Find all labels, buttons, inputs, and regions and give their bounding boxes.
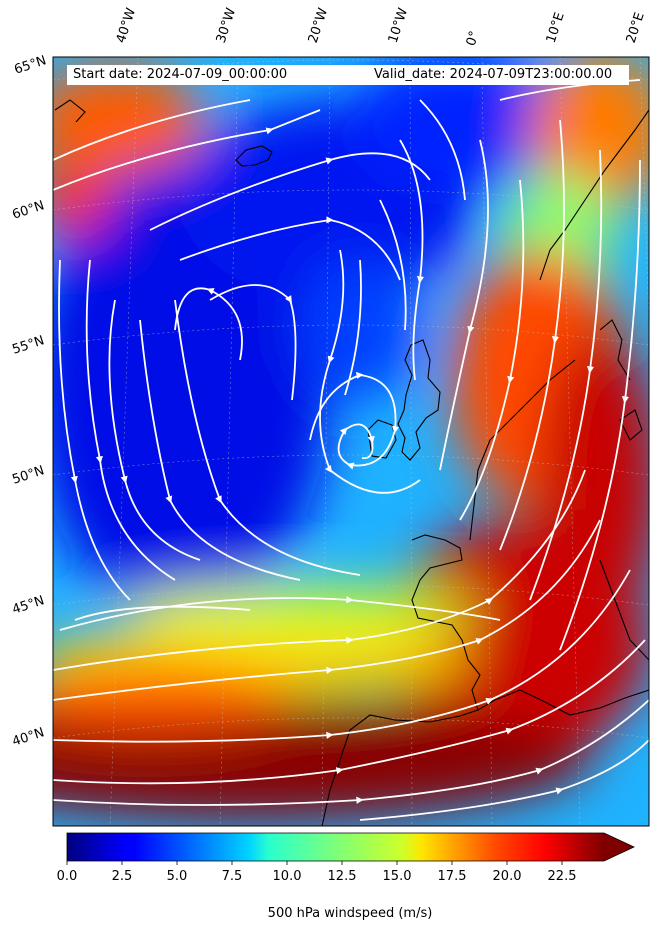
- streamline: [74, 605, 251, 621]
- colorbar-tick-label: 22.5: [547, 869, 577, 884]
- streamline: [53, 469, 586, 671]
- colorbar-tick-label: 17.5: [437, 869, 467, 884]
- colorbar-label: 500 hPa windspeed (m/s): [267, 906, 433, 921]
- colorbar-tick-label: 2.5: [111, 869, 133, 884]
- colorbar-extend-arrow: [604, 833, 634, 861]
- colorbar-tick-label: 5.0: [166, 869, 188, 884]
- colorbar-tick-label: 10.0: [272, 869, 302, 884]
- streamline: [108, 299, 201, 561]
- colorbar-gradient: [67, 833, 604, 861]
- colorbar-tick-label: 15.0: [382, 869, 412, 884]
- streamline: [53, 639, 646, 785]
- colorbar-tick-label: 7.5: [221, 869, 243, 884]
- streamline: [53, 699, 649, 806]
- windspeed-field: [53, 57, 649, 826]
- streamline: [53, 109, 321, 191]
- streamline: [419, 99, 466, 201]
- streamline: [559, 159, 641, 651]
- streamline: [439, 139, 489, 471]
- streamline: [149, 152, 431, 231]
- streamline: [459, 179, 525, 521]
- streamline: [53, 99, 251, 161]
- streamline: [85, 259, 176, 581]
- streamline: [174, 287, 243, 361]
- colorbar-tick-marks: [66, 861, 563, 865]
- colorbar: [66, 832, 635, 865]
- start-date-label: Start date: 2024-07-09_00:00:00: [73, 65, 288, 85]
- streamline: [309, 371, 400, 470]
- streamline: [399, 139, 425, 381]
- streamline: [319, 249, 421, 494]
- streamline: [139, 319, 301, 581]
- streamline: [209, 284, 297, 401]
- valid-date-label: Valid_date: 2024-07-09T23:00:00.00: [374, 65, 613, 85]
- streamline: [179, 216, 401, 281]
- streamline: [53, 519, 601, 701]
- wind-streamlines: [53, 79, 649, 821]
- streamline: [499, 119, 565, 551]
- streamline: [58, 259, 131, 601]
- streamline: [379, 199, 407, 331]
- streamline: [174, 299, 361, 576]
- colorbar-tick-label: 20.0: [492, 869, 522, 884]
- colorbar-tick-label: 12.5: [327, 869, 357, 884]
- colorbar-tick-label: 0.0: [56, 869, 78, 884]
- map-frame: [52, 56, 650, 827]
- streamline: [53, 569, 631, 743]
- streamline: [359, 739, 649, 821]
